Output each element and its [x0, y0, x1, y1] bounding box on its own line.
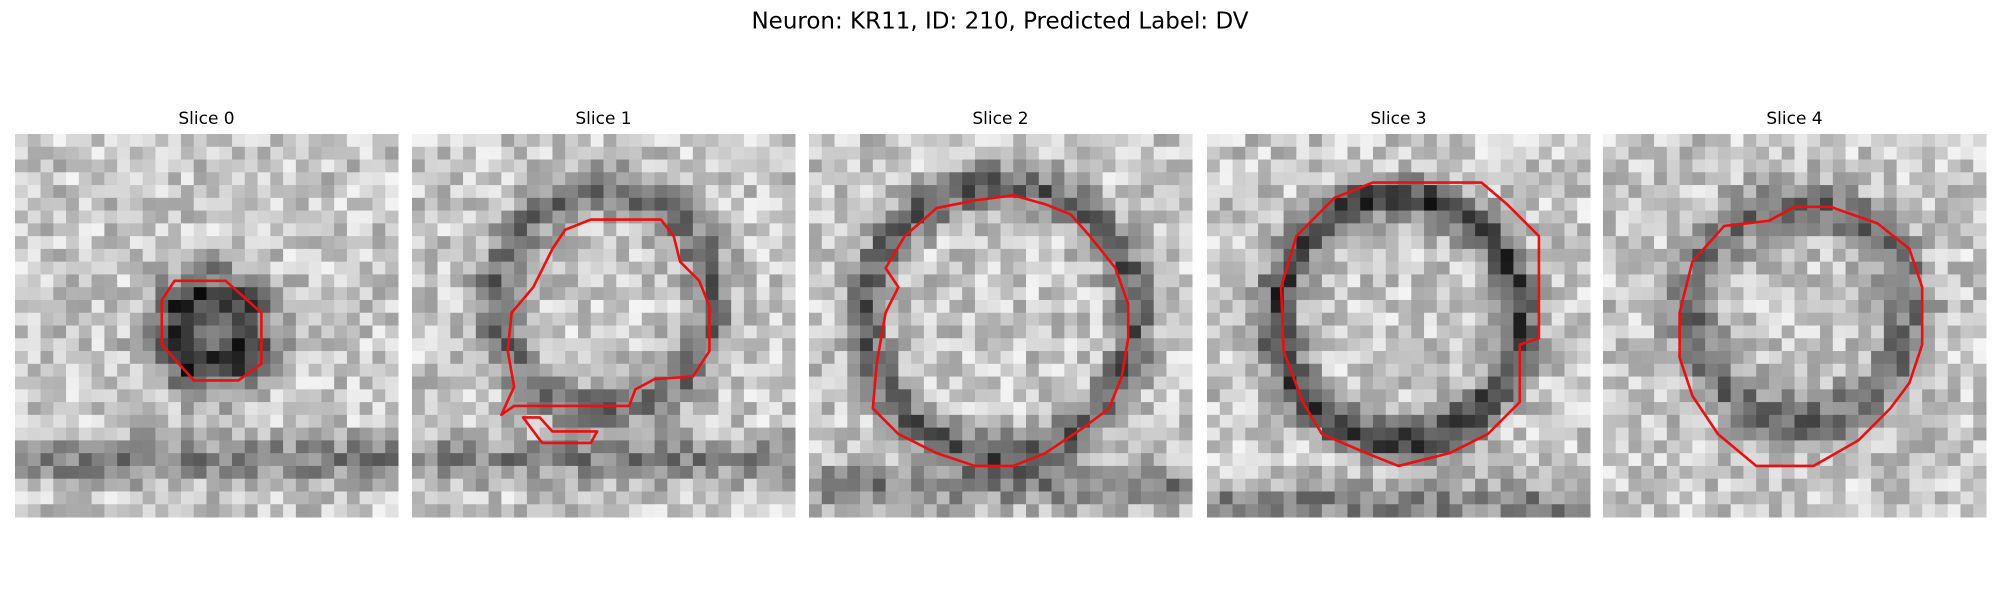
- image: [1207, 134, 1591, 518]
- contour: [500, 218, 711, 417]
- panels: Slice 0 Slice 1 Slice 2 Slice 3 Slice 4: [15, 109, 1987, 518]
- panel: Slice 3: [1207, 109, 1591, 518]
- panel-title: Slice 3: [1370, 109, 1426, 129]
- panel-title: Slice 1: [575, 109, 631, 129]
- panel-title: Slice 4: [1766, 109, 1822, 129]
- contour: [1678, 205, 1924, 468]
- contour: [160, 279, 263, 382]
- figure-title: Neuron: KR11, ID: 210, Predicted Label: …: [751, 9, 1248, 35]
- image: [412, 134, 796, 518]
- image: [1603, 134, 1987, 518]
- panel: Slice 0: [15, 109, 399, 518]
- panel-title: Slice 0: [178, 109, 234, 129]
- panel-title: Slice 2: [972, 109, 1028, 129]
- image: [809, 134, 1193, 518]
- panel: Slice 1: [412, 109, 796, 518]
- image: [15, 134, 399, 518]
- contour: [521, 416, 599, 445]
- panel: Slice 2: [809, 109, 1193, 518]
- contour: [1279, 181, 1541, 468]
- panel: Slice 4: [1603, 109, 1987, 518]
- contour: [871, 193, 1130, 468]
